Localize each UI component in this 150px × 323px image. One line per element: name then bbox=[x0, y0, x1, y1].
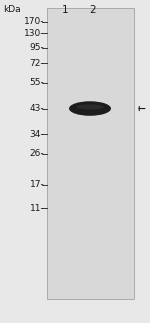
Text: 72-: 72- bbox=[30, 59, 44, 68]
Text: 1: 1 bbox=[62, 5, 69, 15]
Text: 55-: 55- bbox=[30, 78, 44, 87]
Bar bbox=[47, 8, 134, 299]
Ellipse shape bbox=[76, 104, 104, 109]
Text: 26-: 26- bbox=[30, 149, 44, 158]
Text: 130-: 130- bbox=[24, 29, 44, 38]
Text: 43-: 43- bbox=[30, 104, 44, 113]
Ellipse shape bbox=[69, 101, 111, 116]
Text: 2: 2 bbox=[90, 5, 96, 15]
Text: 170-: 170- bbox=[24, 17, 44, 26]
Text: kDa: kDa bbox=[3, 5, 21, 14]
Text: 95-: 95- bbox=[30, 43, 44, 52]
Text: 17-: 17- bbox=[30, 180, 44, 189]
Text: 11-: 11- bbox=[30, 204, 44, 213]
Text: 34-: 34- bbox=[30, 130, 44, 139]
